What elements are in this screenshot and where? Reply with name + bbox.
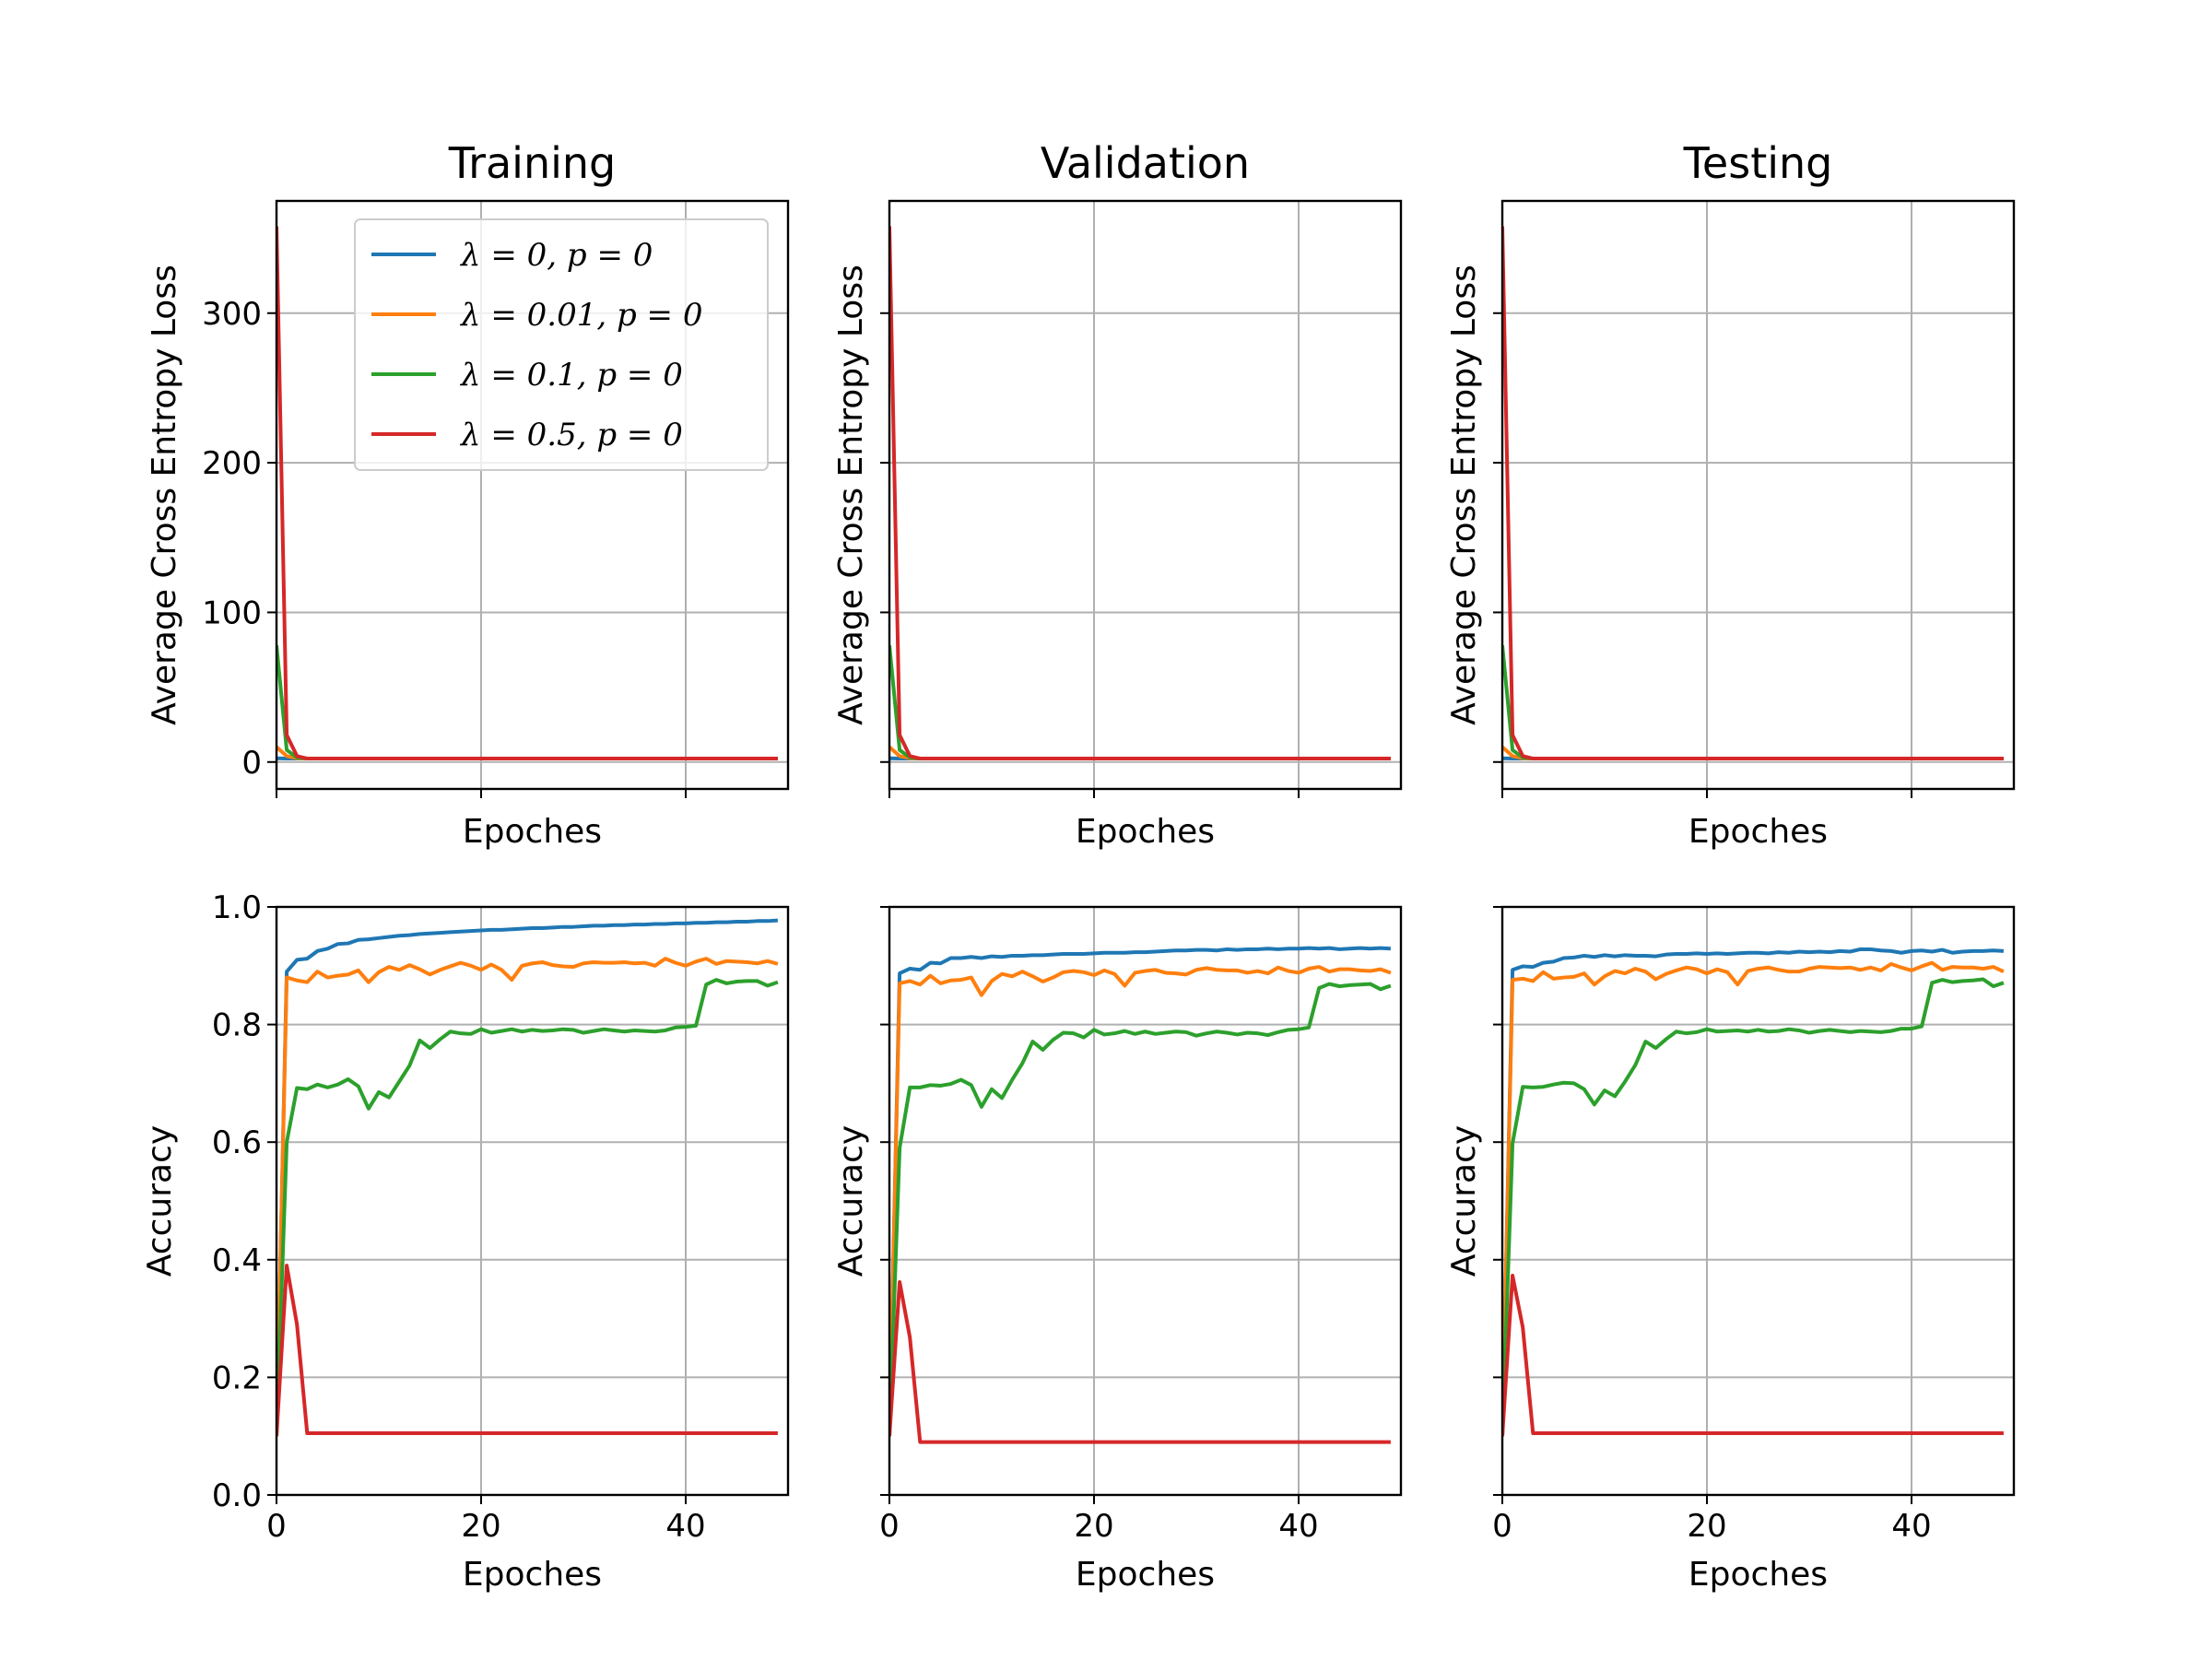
- y-tick-label: 0: [241, 745, 262, 782]
- series-group: [889, 226, 1391, 761]
- y-tick-label: 0.0: [212, 1477, 262, 1514]
- series-line-4: [1502, 1274, 2004, 1437]
- y-tick-label: 1.0: [212, 889, 262, 926]
- x-axis-label: Epoches: [1076, 813, 1215, 851]
- y-tick-label: 0.4: [212, 1242, 262, 1279]
- axes-frame: [1500, 199, 2016, 791]
- series-line-1: [1502, 947, 2005, 1437]
- axes-frame: [1500, 905, 2016, 1497]
- legend-label-1: λ = 0, p = 0: [459, 237, 653, 274]
- series-line-4: [889, 226, 1391, 761]
- y-tick-label: 100: [202, 594, 262, 631]
- x-tick-label: 40: [1278, 1508, 1318, 1545]
- series-line-4: [276, 1264, 778, 1437]
- panel-6: 0 20 40 Epoches Accuracy: [1445, 905, 2016, 1594]
- panel-2: Epoches Average Cross Entropy Loss Validat…: [832, 138, 1403, 851]
- series-group: [1502, 226, 2004, 761]
- series-line-1: [276, 918, 779, 1437]
- series-line-2: [1502, 960, 2005, 1437]
- series-line-4: [276, 226, 778, 761]
- panel-1: 0 100 200 300 Epoches Average Cross Entropy L…: [146, 138, 790, 851]
- y-axis-label: Average Cross Entropy Loss: [832, 265, 870, 725]
- x-axis-label: Epoches: [1688, 813, 1828, 851]
- y-axis-label: Average Cross Entropy Loss: [146, 265, 183, 725]
- x-axis-label: Epoches: [463, 813, 602, 851]
- y-axis-label: Average Cross Entropy Loss: [1445, 265, 1483, 725]
- x-tick-label: 0: [879, 1508, 900, 1545]
- series-line-3: [1502, 644, 2004, 761]
- series-line-2: [889, 965, 1392, 1437]
- axes-frame: [275, 199, 790, 791]
- series-line-3: [276, 978, 779, 1437]
- series-line-4: [889, 1280, 1391, 1444]
- series-group: [276, 918, 779, 1437]
- series-line-3: [276, 644, 778, 761]
- panel-3: Epoches Average Cross Entropy Loss Testing: [1445, 138, 2016, 851]
- panel-title: Training: [448, 138, 617, 188]
- series-line-4: [1502, 226, 2004, 761]
- series-line-2: [276, 957, 779, 1437]
- x-tick-label: 0: [1492, 1508, 1512, 1545]
- x-tick-label: 40: [1891, 1508, 1931, 1545]
- panel-5: 0 20 40 Epoches Accuracy: [832, 905, 1403, 1594]
- axes-frame: [888, 905, 1403, 1497]
- axes-frame: [888, 199, 1403, 791]
- y-axis-label: Accuracy: [141, 1125, 179, 1277]
- series-group: [889, 946, 1392, 1444]
- series-line-1: [889, 946, 1392, 1437]
- series-group: [276, 226, 778, 761]
- series-group: [1502, 947, 2005, 1437]
- y-tick-label: 200: [202, 445, 262, 482]
- x-axis-label: Epoches: [1076, 1556, 1215, 1594]
- x-tick-label: 40: [665, 1508, 705, 1545]
- y-tick-label: 300: [202, 296, 262, 333]
- axes-frame: [275, 905, 790, 1497]
- x-axis-label: Epoches: [463, 1556, 602, 1594]
- y-axis-label: Accuracy: [832, 1125, 870, 1277]
- x-tick-label: 20: [1074, 1508, 1113, 1545]
- x-tick-label: 0: [266, 1508, 287, 1545]
- panel-title: Validation: [1041, 138, 1250, 188]
- panel-4: 0 20 40 0.0 0.2 0.4 0.6 0.8 1.0 Epoches Accuracy: [141, 889, 790, 1594]
- x-tick-label: 20: [461, 1508, 500, 1545]
- series-line-3: [889, 982, 1392, 1437]
- legend: λ = 0, p = 0 λ = 0.01, p = 0 λ = 0.1, p = …: [354, 218, 769, 471]
- legend-label-3: λ = 0.1, p = 0: [459, 357, 683, 394]
- x-tick-label: 20: [1687, 1508, 1726, 1545]
- series-line-3: [889, 644, 1391, 761]
- legend-label-2: λ = 0.01, p = 0: [459, 297, 702, 334]
- y-axis-label: Accuracy: [1445, 1125, 1483, 1277]
- x-axis-label: Epoches: [1688, 1556, 1828, 1594]
- legend-label-4: λ = 0.5, p = 0: [459, 417, 683, 453]
- y-tick-label: 0.8: [212, 1007, 262, 1044]
- panel-title: Testing: [1683, 138, 1833, 188]
- legend-box: [354, 218, 769, 471]
- series-line-3: [1502, 977, 2005, 1437]
- y-tick-label: 0.2: [212, 1359, 262, 1396]
- y-tick-label: 0.6: [212, 1124, 262, 1161]
